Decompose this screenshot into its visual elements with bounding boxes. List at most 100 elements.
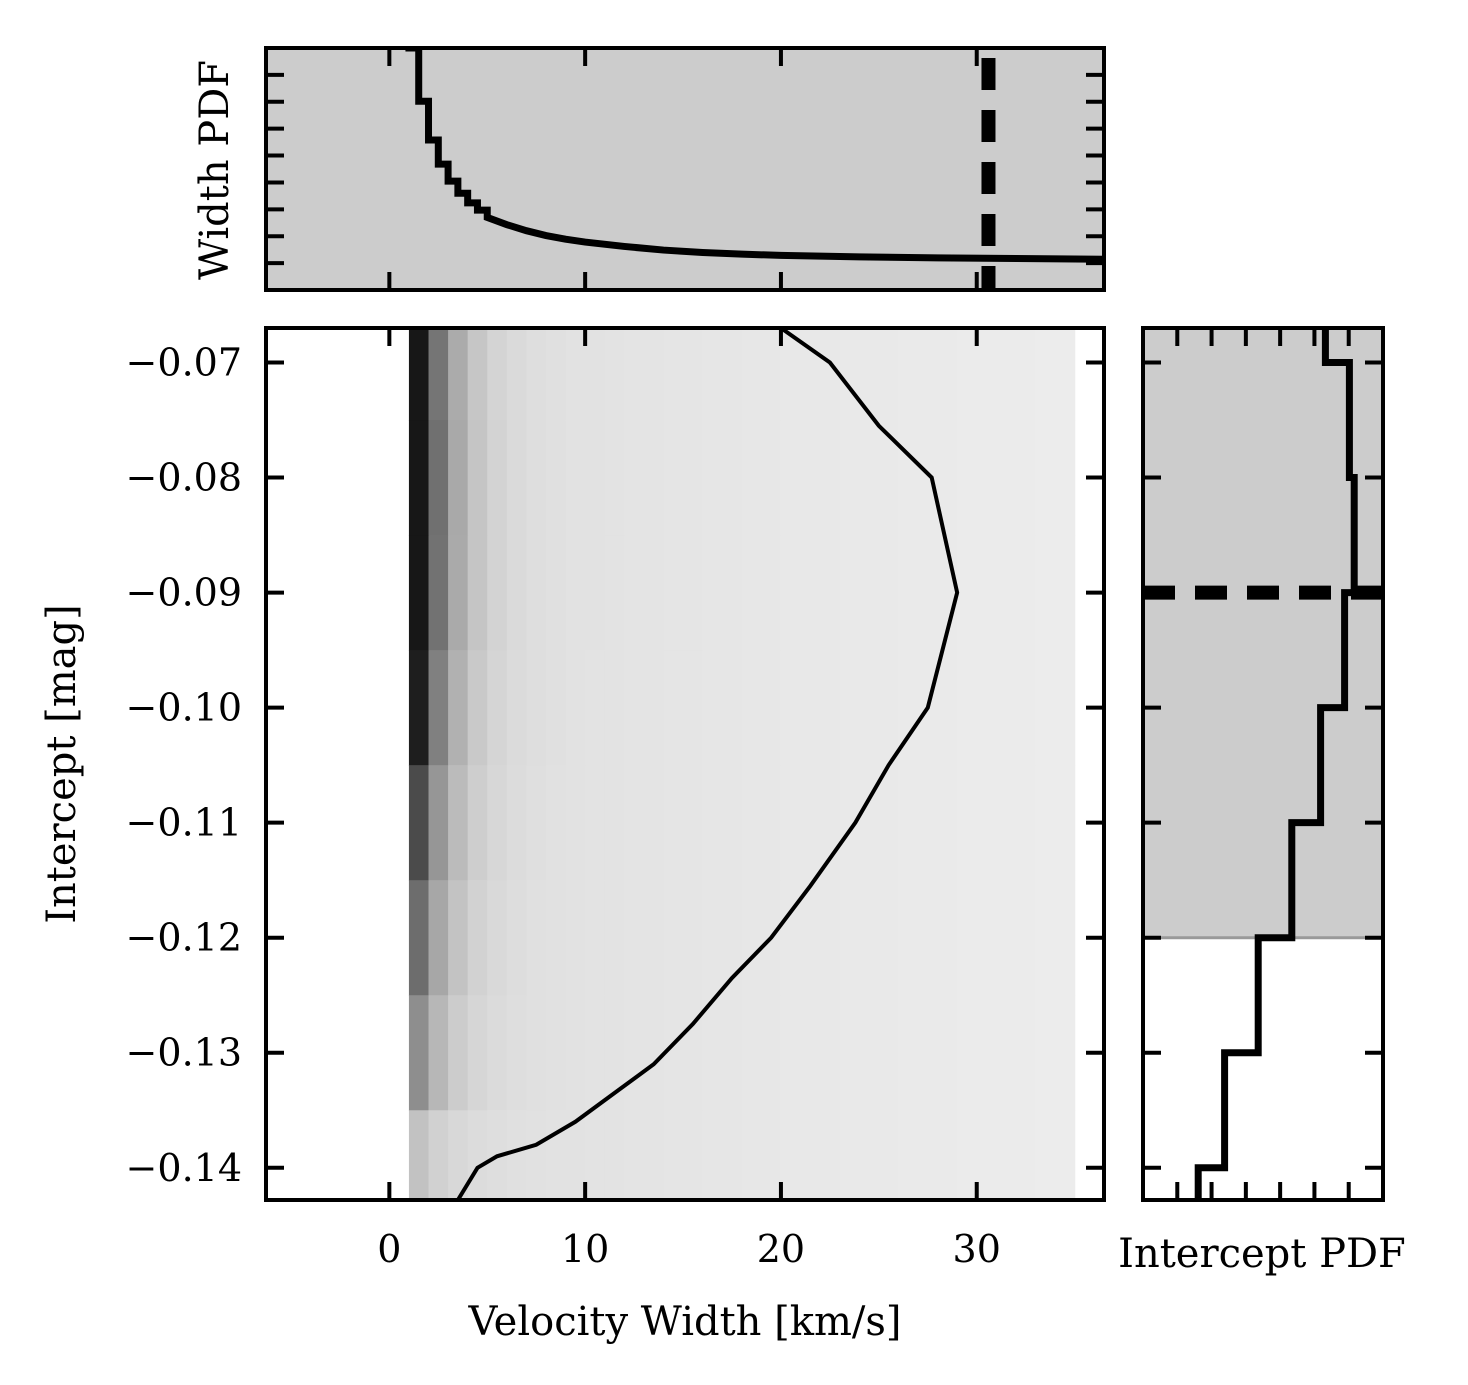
heatmap-cell <box>878 535 900 651</box>
heatmap-cell <box>996 995 1017 1111</box>
heatmap-cell <box>683 765 704 881</box>
heatmap-cell <box>1055 420 1076 536</box>
heatmap-cell <box>526 420 547 536</box>
heatmap-cell <box>898 765 919 881</box>
heatmap-cell <box>408 535 430 651</box>
heatmap-cell <box>761 765 782 881</box>
heatmap-cell <box>839 995 860 1111</box>
y-tick-label: −0.13 <box>126 1031 242 1075</box>
heatmap-cell <box>1055 765 1076 881</box>
heatmap-cell <box>1035 420 1056 536</box>
main-ticks <box>266 328 1104 1200</box>
heatmap-cell <box>761 420 782 536</box>
right-panel-xlabel: Intercept PDF <box>1118 1231 1406 1277</box>
heatmap-cell <box>996 328 1017 421</box>
heatmap-cell <box>1015 328 1037 421</box>
x-tick-labels: 0 10 20 30 <box>377 1227 1001 1271</box>
heatmap-cell <box>545 1110 567 1200</box>
main-panel: 0 10 20 30 −0.07−0.08−0.09−0.10−0.11−0.12−0… <box>39 326 1106 1345</box>
heatmap-cell <box>467 420 488 536</box>
y-tick-label: −0.11 <box>126 801 242 845</box>
heatmap-cell <box>820 420 841 536</box>
heatmap-cell <box>467 880 488 996</box>
heatmap-cell <box>722 880 743 996</box>
heatmap-cell <box>996 880 1017 996</box>
heatmap-cell <box>800 420 821 536</box>
heatmap-cell <box>526 535 547 651</box>
main-panel-frame <box>264 326 1106 1202</box>
heatmap-cell <box>408 880 430 996</box>
heatmap-cell <box>487 420 508 536</box>
heatmap-cell <box>800 535 821 651</box>
heatmap-cell <box>545 880 567 996</box>
heatmap-cell <box>624 420 645 536</box>
heatmap-cell <box>917 995 939 1111</box>
heatmap-cell <box>722 765 743 881</box>
heatmap-cell <box>545 535 567 651</box>
heatmap-cell <box>917 1110 939 1200</box>
heatmap-cell <box>820 995 841 1111</box>
y-tick-label: −0.08 <box>126 456 242 500</box>
heatmap-cell <box>565 650 586 766</box>
heatmap-cell <box>957 328 978 421</box>
heatmap-cell <box>643 535 665 651</box>
heatmap-cell <box>937 420 958 536</box>
heatmap-cell <box>604 420 625 536</box>
heatmap-cell <box>683 995 704 1111</box>
heatmap-cell <box>643 765 665 881</box>
heatmap-cell <box>839 328 860 421</box>
y-tick-labels: −0.07 −0.08 −0.09 −0.10 −0.11 −0.12 −0.13 −0.14 <box>126 341 242 1190</box>
heatmap-cell <box>898 995 919 1111</box>
heatmap-cell <box>585 995 606 1111</box>
heatmap-cell <box>996 650 1017 766</box>
heatmap-cell <box>624 535 645 651</box>
heatmap-cell <box>976 995 997 1111</box>
heatmap-cell <box>487 1110 508 1200</box>
heatmap-cell <box>663 328 684 421</box>
heatmap-cell <box>643 650 665 766</box>
heatmap-cell <box>976 1110 997 1200</box>
heatmap-cell <box>878 650 900 766</box>
heatmap-cell <box>1015 765 1037 881</box>
heatmap-cell <box>624 765 645 881</box>
x-tick-label: 10 <box>561 1227 609 1271</box>
heatmap-cell <box>643 880 665 996</box>
heatmap-cell <box>506 535 528 651</box>
heatmap-cell <box>859 995 880 1111</box>
heatmap-cell <box>506 765 528 881</box>
heatmap-cell <box>1015 995 1037 1111</box>
heatmap-cell <box>1055 880 1076 996</box>
heatmap-cell <box>741 650 762 766</box>
heatmap-cell <box>408 765 430 881</box>
heatmap-cell <box>859 650 880 766</box>
heatmap-cell <box>428 880 449 996</box>
heatmap-cell <box>428 1110 449 1200</box>
heatmap-cell <box>878 880 900 996</box>
heatmap-cell <box>526 995 547 1111</box>
y-tick-label: −0.07 <box>126 341 242 385</box>
heatmap-cell <box>1055 535 1076 651</box>
heatmap-cell <box>487 328 508 421</box>
heatmap-cell <box>428 765 449 881</box>
heatmap-cell <box>878 765 900 881</box>
heatmap-cell <box>448 328 469 421</box>
top-panel: Width PDF <box>192 46 1106 292</box>
heatmap-cell <box>487 765 508 881</box>
heatmap-cell <box>604 880 625 996</box>
heatmap-cell <box>604 650 625 766</box>
heatmap-cell <box>663 650 684 766</box>
heatmap-cell <box>741 765 762 881</box>
heatmap-cell <box>624 328 645 421</box>
heatmap-cell <box>467 765 488 881</box>
y-tick-label: −0.14 <box>126 1146 242 1190</box>
heatmap-cell <box>506 650 528 766</box>
heatmap-cell <box>408 995 430 1111</box>
heatmap-cell <box>878 995 900 1111</box>
heatmap-cell <box>683 650 704 766</box>
heatmap-cell <box>937 880 958 996</box>
heatmap-cell <box>428 650 449 766</box>
heatmap-cell <box>1035 880 1056 996</box>
heatmap-cell <box>702 535 723 651</box>
heatmap-cell <box>467 328 488 421</box>
heatmap-cell <box>683 880 704 996</box>
